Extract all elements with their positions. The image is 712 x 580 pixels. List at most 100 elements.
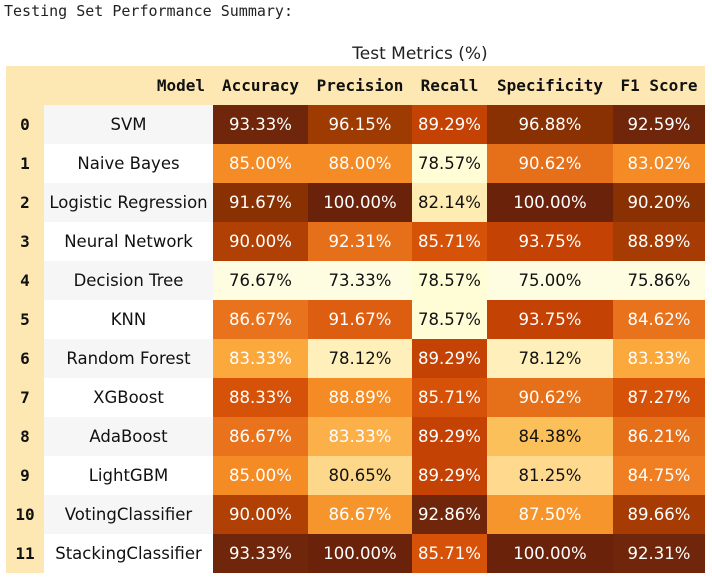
model-name-cell: AdaBoost bbox=[44, 417, 213, 456]
row-index: 0 bbox=[6, 105, 44, 144]
f1-score-cell: 83.33% bbox=[613, 339, 705, 378]
header-precision: Precision bbox=[308, 66, 412, 105]
model-name-cell: StackingClassifier bbox=[44, 534, 213, 573]
accuracy-cell: 91.67% bbox=[213, 183, 308, 222]
row-index: 2 bbox=[6, 183, 44, 222]
table-row: 6 Random Forest 83.33% 78.12% 89.29% 78.12% 83… bbox=[6, 339, 705, 378]
accuracy-cell: 90.00% bbox=[213, 222, 308, 261]
precision-cell: 100.00% bbox=[308, 183, 412, 222]
table-row: 4 Decision Tree 76.67% 73.33% 78.57% 75.00% 75… bbox=[6, 261, 705, 300]
header-row: Model Accuracy Precision Recall Specific… bbox=[6, 66, 705, 105]
precision-cell: 88.89% bbox=[308, 378, 412, 417]
f1-score-cell: 92.59% bbox=[613, 105, 705, 144]
precision-cell: 91.67% bbox=[308, 300, 412, 339]
table-row: 7 XGBoost 88.33% 88.89% 85.71% 90.62% 87.27% bbox=[6, 378, 705, 417]
accuracy-cell: 93.33% bbox=[213, 105, 308, 144]
accuracy-cell: 76.67% bbox=[213, 261, 308, 300]
recall-cell: 85.71% bbox=[412, 534, 487, 573]
specificity-cell: 93.75% bbox=[487, 222, 613, 261]
row-index: 5 bbox=[6, 300, 44, 339]
recall-cell: 89.29% bbox=[412, 456, 487, 495]
recall-cell: 89.29% bbox=[412, 417, 487, 456]
accuracy-cell: 86.67% bbox=[213, 300, 308, 339]
accuracy-cell: 85.00% bbox=[213, 144, 308, 183]
table-caption: Test Metrics (%) bbox=[352, 44, 488, 64]
specificity-cell: 81.25% bbox=[487, 456, 613, 495]
precision-cell: 88.00% bbox=[308, 144, 412, 183]
recall-cell: 78.57% bbox=[412, 300, 487, 339]
model-name-cell: Random Forest bbox=[44, 339, 213, 378]
precision-cell: 73.33% bbox=[308, 261, 412, 300]
table-row: 0 SVM 93.33% 96.15% 89.29% 96.88% 92.59% bbox=[6, 105, 705, 144]
precision-cell: 83.33% bbox=[308, 417, 412, 456]
recall-cell: 85.71% bbox=[412, 222, 487, 261]
precision-cell: 80.65% bbox=[308, 456, 412, 495]
header-recall: Recall bbox=[412, 66, 487, 105]
table-row: 1 Naive Bayes 85.00% 88.00% 78.57% 90.62% 83.0… bbox=[6, 144, 705, 183]
recall-cell: 89.29% bbox=[412, 105, 487, 144]
specificity-cell: 75.00% bbox=[487, 261, 613, 300]
f1-score-cell: 87.27% bbox=[613, 378, 705, 417]
recall-cell: 92.86% bbox=[412, 495, 487, 534]
model-name-cell: SVM bbox=[44, 105, 213, 144]
specificity-cell: 93.75% bbox=[487, 300, 613, 339]
model-name-cell: VotingClassifier bbox=[44, 495, 213, 534]
table-row: 9 LightGBM 85.00% 80.65% 89.29% 81.25% 84.75% bbox=[6, 456, 705, 495]
row-index: 8 bbox=[6, 417, 44, 456]
row-index: 9 bbox=[6, 456, 44, 495]
f1-score-cell: 86.21% bbox=[613, 417, 705, 456]
recall-cell: 89.29% bbox=[412, 339, 487, 378]
model-name-cell: LightGBM bbox=[44, 456, 213, 495]
table-row: 2 Logistic Regression 91.67% 100.00% 82.14% 1… bbox=[6, 183, 705, 222]
specificity-cell: 87.50% bbox=[487, 495, 613, 534]
row-index: 6 bbox=[6, 339, 44, 378]
header-f1-score: F1 Score bbox=[613, 66, 705, 105]
specificity-cell: 90.62% bbox=[487, 378, 613, 417]
recall-cell: 78.57% bbox=[412, 261, 487, 300]
specificity-cell: 100.00% bbox=[487, 183, 613, 222]
precision-cell: 96.15% bbox=[308, 105, 412, 144]
f1-score-cell: 90.20% bbox=[613, 183, 705, 222]
accuracy-cell: 86.67% bbox=[213, 417, 308, 456]
accuracy-cell: 90.00% bbox=[213, 495, 308, 534]
row-index: 7 bbox=[6, 378, 44, 417]
model-name-cell: Neural Network bbox=[44, 222, 213, 261]
precision-cell: 86.67% bbox=[308, 495, 412, 534]
row-index: 1 bbox=[6, 144, 44, 183]
row-index: 10 bbox=[6, 495, 44, 534]
table-row: 11 StackingClassifier 93.33% 100.00% 85.71% 1… bbox=[6, 534, 705, 573]
table-row: 8 AdaBoost 86.67% 83.33% 89.29% 84.38% 86.21% bbox=[6, 417, 705, 456]
model-name-cell: Naive Bayes bbox=[44, 144, 213, 183]
recall-cell: 85.71% bbox=[412, 378, 487, 417]
model-name-cell: Decision Tree bbox=[44, 261, 213, 300]
accuracy-cell: 83.33% bbox=[213, 339, 308, 378]
precision-cell: 92.31% bbox=[308, 222, 412, 261]
f1-score-cell: 88.89% bbox=[613, 222, 705, 261]
table-row: 10 VotingClassifier 90.00% 86.67% 92.86% 87.5… bbox=[6, 495, 705, 534]
row-index: 4 bbox=[6, 261, 44, 300]
accuracy-cell: 85.00% bbox=[213, 456, 308, 495]
row-index: 11 bbox=[6, 534, 44, 573]
specificity-cell: 100.00% bbox=[487, 534, 613, 573]
precision-cell: 100.00% bbox=[308, 534, 412, 573]
recall-cell: 78.57% bbox=[412, 144, 487, 183]
f1-score-cell: 89.66% bbox=[613, 495, 705, 534]
model-name-cell: Logistic Regression bbox=[44, 183, 213, 222]
f1-score-cell: 92.31% bbox=[613, 534, 705, 573]
f1-score-cell: 84.62% bbox=[613, 300, 705, 339]
accuracy-cell: 88.33% bbox=[213, 378, 308, 417]
model-name-cell: KNN bbox=[44, 300, 213, 339]
specificity-cell: 78.12% bbox=[487, 339, 613, 378]
f1-score-cell: 83.02% bbox=[613, 144, 705, 183]
f1-score-cell: 75.86% bbox=[613, 261, 705, 300]
table-row: 3 Neural Network 90.00% 92.31% 85.71% 93.75% 8… bbox=[6, 222, 705, 261]
table-body: 0 SVM 93.33% 96.15% 89.29% 96.88% 92.59% 1 Naive… bbox=[6, 105, 705, 573]
specificity-cell: 90.62% bbox=[487, 144, 613, 183]
recall-cell: 82.14% bbox=[412, 183, 487, 222]
table-row: 5 KNN 86.67% 91.67% 78.57% 93.75% 84.62% bbox=[6, 300, 705, 339]
accuracy-cell: 93.33% bbox=[213, 534, 308, 573]
header-specificity: Specificity bbox=[487, 66, 613, 105]
model-name-cell: XGBoost bbox=[44, 378, 213, 417]
output-title: Testing Set Performance Summary: bbox=[4, 2, 293, 20]
row-index: 3 bbox=[6, 222, 44, 261]
